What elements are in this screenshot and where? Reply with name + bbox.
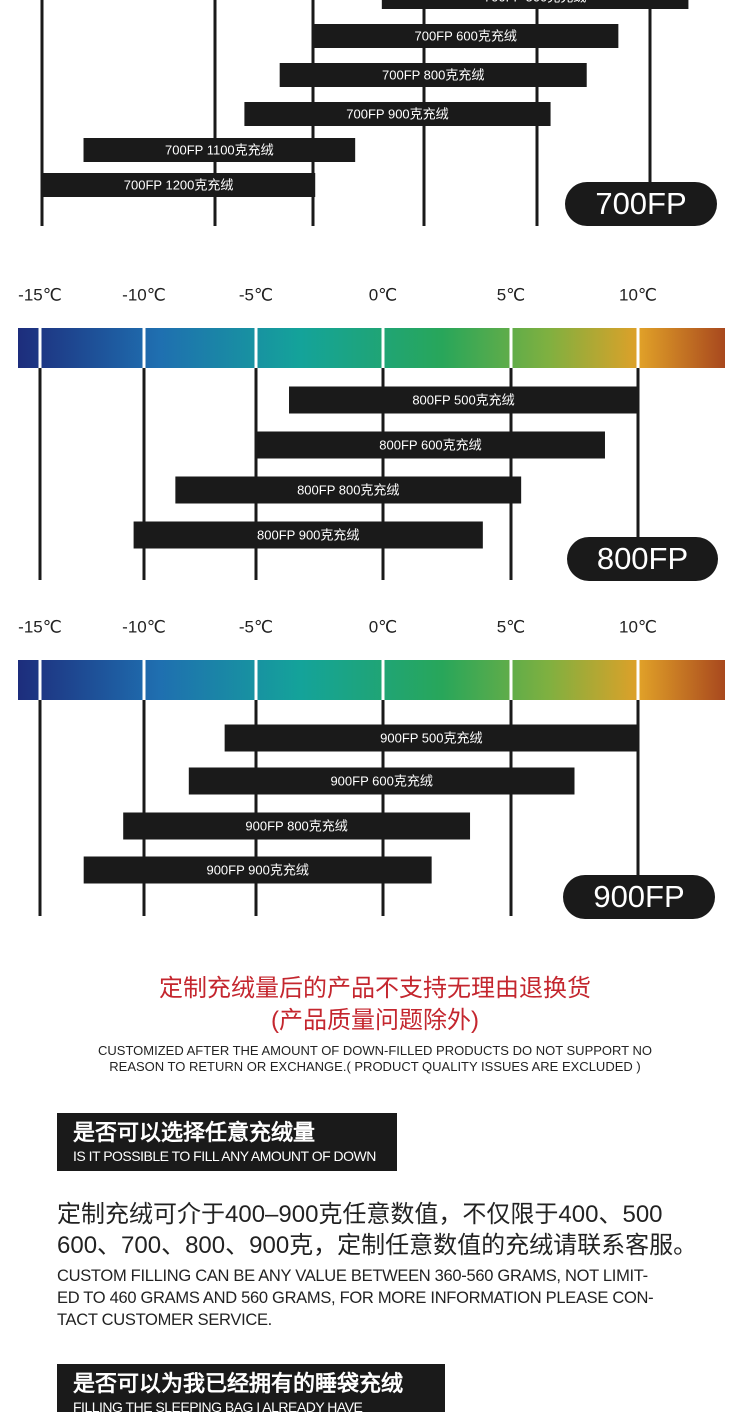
- answer-en: TACT CUSTOMER SERVICE.: [57, 1311, 272, 1329]
- tick-label: 0℃: [369, 617, 398, 636]
- bar-label: 800FP 900克充绒: [257, 527, 359, 542]
- badge-label: 700FP: [595, 186, 686, 221]
- question-box: 是否可以选择任意充绒量 IS IT POSSIBLE TO FILL ANY A…: [57, 1113, 397, 1171]
- tick-label: 5℃: [497, 617, 526, 636]
- range-bar: [289, 386, 638, 414]
- bar-label: 800FP 500克充绒: [412, 392, 514, 407]
- temperature-gradient: [18, 328, 725, 368]
- bar-label: 700FP 600克充绒: [414, 28, 516, 43]
- badge: [563, 875, 715, 919]
- notice-en: CUSTOMIZED AFTER THE AMOUNT OF DOWN-FILL…: [98, 1043, 652, 1058]
- charts: 700FP 500克充绒 700FP 600克充绒 700FP 800克充绒 700F…: [18, 0, 725, 919]
- notice-en: REASON TO RETURN OR EXCHANGE.( PRODUCT Q…: [109, 1059, 641, 1074]
- range-bar: [133, 521, 483, 549]
- range-bar: [83, 856, 432, 884]
- badge: [567, 537, 718, 581]
- question-en: FILLING THE SLEEPING BAG I ALREADY HAVE: [73, 1399, 363, 1412]
- tick-label: -15℃: [18, 617, 62, 636]
- range-bar: [256, 431, 605, 459]
- bar-label: 700FP 800克充绒: [382, 67, 484, 82]
- bar-label: 700FP 500克充绒: [484, 0, 586, 4]
- tick-label: 10℃: [619, 285, 657, 304]
- bar-label: 700FP 1100克充绒: [165, 142, 274, 157]
- range-bar: [42, 173, 316, 197]
- tick-label: -15℃: [18, 285, 62, 304]
- question-box: 是否可以为我已经拥有的睡袋充绒 FILLING THE SLEEPING BAG…: [57, 1364, 445, 1412]
- bar-label: 700FP 1200克充绒: [124, 177, 234, 192]
- range-bar: [381, 0, 689, 9]
- range-bar: [83, 138, 356, 162]
- tick-label: 0℃: [369, 285, 398, 304]
- notice-zh: 定制充绒量后的产品不支持无理由退换货: [159, 975, 591, 1002]
- badge-label: 800FP: [597, 541, 688, 576]
- tick-label: 10℃: [619, 617, 657, 636]
- range-bar: [244, 102, 551, 126]
- range-bar: [175, 476, 522, 504]
- bar-label: 900FP 500克充绒: [380, 730, 482, 745]
- badge: [565, 182, 717, 226]
- question-zh: 是否可以选择任意充绒量: [73, 1120, 316, 1145]
- answer-en: CUSTOM FILLING CAN BE ANY VALUE BETWEEN …: [57, 1267, 648, 1285]
- tick-label: -5℃: [239, 617, 273, 636]
- temperature-gradient: [18, 660, 725, 700]
- question-zh: 是否可以为我已经拥有的睡袋充绒: [73, 1371, 404, 1396]
- notice-note: (产品质量问题除外): [271, 1007, 479, 1034]
- bar-label: 700FP 900克充绒: [346, 106, 448, 121]
- question-en: IS IT POSSIBLE TO FILL ANY AMOUNT OF DOW…: [73, 1148, 376, 1164]
- range-bar: [188, 767, 575, 795]
- range-bar: [313, 24, 619, 48]
- bar-label: 900FP 600克充绒: [330, 773, 432, 788]
- tick-label: -10℃: [122, 285, 166, 304]
- answer-zh: 定制充绒可介于400–900克任意数值，不仅限于400、500: [57, 1201, 663, 1228]
- bar-label: 900FP 900克充绒: [206, 862, 308, 877]
- answer-en: ED TO 460 GRAMS AND 560 GRAMS, FOR MORE …: [57, 1289, 654, 1307]
- bar-label: 800FP 600克充绒: [379, 437, 481, 452]
- range-bar: [279, 63, 587, 87]
- range-bar: [224, 724, 638, 752]
- badge-label: 900FP: [593, 879, 684, 914]
- bar-label: 800FP 800克充绒: [297, 482, 399, 497]
- tick-label: -5℃: [239, 285, 273, 304]
- tick-label: -10℃: [122, 617, 166, 636]
- range-bar: [123, 812, 471, 840]
- answer-zh: 600、700、800、900克，定制任意数值的充绒请联系客服。: [57, 1232, 698, 1259]
- bar-label: 900FP 800克充绒: [245, 818, 347, 833]
- tick-label: 5℃: [497, 285, 526, 304]
